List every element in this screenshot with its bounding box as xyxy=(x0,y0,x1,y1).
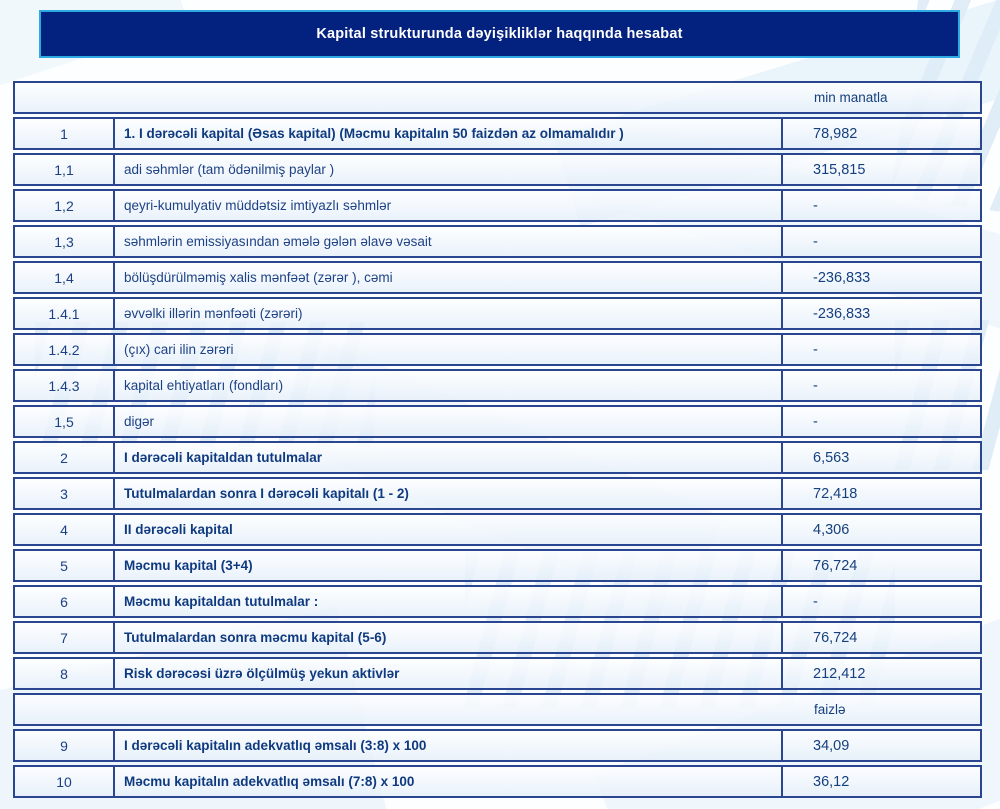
row-description-cell: I dərəcəli kapitaldan tutulmalar xyxy=(115,441,783,474)
row-number-cell: 1.4.1 xyxy=(13,297,115,330)
row-description-cell: kapital ehtiyatları (fondları) xyxy=(115,369,783,402)
table-row: 3 Tutulmalardan sonra I dərəcəli kapital… xyxy=(13,477,982,510)
table-row: 1,5 digər - xyxy=(13,405,982,438)
row-value-cell: - xyxy=(783,369,982,402)
row-number-cell: 1,2 xyxy=(13,189,115,222)
unit-label: faizlə xyxy=(814,701,846,717)
row-description-cell: Tutulmalardan sonra I dərəcəli kapitalı … xyxy=(115,477,783,510)
row-value-cell: - xyxy=(783,189,982,222)
table-row: 5 Məcmu kapital (3+4) 76,724 xyxy=(13,549,982,582)
row-description-cell: I dərəcəli kapitalın adekvatlıq əmsalı (… xyxy=(115,729,783,762)
table-row: 1.4.1 əvvəlki illərin mənfəəti (zərəri) … xyxy=(13,297,982,330)
row-description-cell: Məcmu kapitaldan tutulmalar : xyxy=(115,585,783,618)
row-number-cell: 10 xyxy=(13,765,115,798)
row-description-cell: adi səhmlər (tam ödənilmiş paylar ) xyxy=(115,153,783,186)
table-row: 1,1 adi səhmlər (tam ödənilmiş paylar ) … xyxy=(13,153,982,186)
row-number-cell: 3 xyxy=(13,477,115,510)
row-number-cell: 1.4.2 xyxy=(13,333,115,366)
row-description-cell: Tutulmalardan sonra məcmu kapital (5-6) xyxy=(115,621,783,654)
row-number-cell: 7 xyxy=(13,621,115,654)
row-description-cell: II dərəcəli kapital xyxy=(115,513,783,546)
row-value-cell: - xyxy=(783,405,982,438)
row-value-cell: 34,09 xyxy=(783,729,982,762)
unit-label-cell: min manatla xyxy=(13,81,982,114)
row-number-cell: 8 xyxy=(13,657,115,690)
row-number-cell: 1,5 xyxy=(13,405,115,438)
table-row: 4 II dərəcəli kapital 4,306 xyxy=(13,513,982,546)
table-row: 10 Məcmu kapitalın adekvatlıq əmsalı (7:… xyxy=(13,765,982,798)
row-value-cell: -236,833 xyxy=(783,297,982,330)
row-value-cell: 6,563 xyxy=(783,441,982,474)
table-row: 1,4 bölüşdürülməmiş xalis mənfəət (zərər… xyxy=(13,261,982,294)
table-row: 2 I dərəcəli kapitaldan tutulmalar 6,563 xyxy=(13,441,982,474)
row-description-cell: Risk dərəcəsi üzrə ölçülmüş yekun aktivl… xyxy=(115,657,783,690)
row-number-cell: 9 xyxy=(13,729,115,762)
row-value-cell: 212,412 xyxy=(783,657,982,690)
table-row: 8 Risk dərəcəsi üzrə ölçülmüş yekun akti… xyxy=(13,657,982,690)
table-row: 1,2 qeyri-kumulyativ müddətsiz imtiyazlı… xyxy=(13,189,982,222)
row-description-cell: Məcmu kapitalın adekvatlıq əmsalı (7:8) … xyxy=(115,765,783,798)
report-title-bar: Kapital strukturunda dəyişikliklər haqqı… xyxy=(39,10,960,58)
table-row: 9 I dərəcəli kapitalın adekvatlıq əmsalı… xyxy=(13,729,982,762)
row-value-cell: - xyxy=(783,333,982,366)
row-value-cell: 315,815 xyxy=(783,153,982,186)
row-description-cell: səhmlərin emissiyasından əmələ gələn əla… xyxy=(115,225,783,258)
row-value-cell: 76,724 xyxy=(783,549,982,582)
row-value-cell: 4,306 xyxy=(783,513,982,546)
row-value-cell: 36,12 xyxy=(783,765,982,798)
row-value-cell: - xyxy=(783,225,982,258)
unit-label: min manatla xyxy=(814,89,888,105)
row-description-cell: 1. I dərəcəli kapital (Əsas kapital) (Mə… xyxy=(115,117,783,150)
row-number-cell: 1,3 xyxy=(13,225,115,258)
table-row: 1.4.3 kapital ehtiyatları (fondları) - xyxy=(13,369,982,402)
table-row: 1.4.2 (çıx) cari ilin zərəri - xyxy=(13,333,982,366)
table-row: 1,3 səhmlərin emissiyasından əmələ gələn… xyxy=(13,225,982,258)
row-value-cell: - xyxy=(783,585,982,618)
row-number-cell: 6 xyxy=(13,585,115,618)
row-description-cell: qeyri-kumulyativ müddətsiz imtiyazlı səh… xyxy=(115,189,783,222)
row-description-cell: Məcmu kapital (3+4) xyxy=(115,549,783,582)
row-number-cell: 1 xyxy=(13,117,115,150)
row-number-cell: 4 xyxy=(13,513,115,546)
report-title: Kapital strukturunda dəyişikliklər haqqı… xyxy=(316,26,683,42)
row-description-cell: əvvəlki illərin mənfəəti (zərəri) xyxy=(115,297,783,330)
capital-structure-table: min manatla 1 1. I dərəcəli kapital (Əsa… xyxy=(13,78,982,801)
unit-label-cell: faizlə xyxy=(13,693,982,726)
row-value-cell: 72,418 xyxy=(783,477,982,510)
row-number-cell: 1,4 xyxy=(13,261,115,294)
row-number-cell: 1.4.3 xyxy=(13,369,115,402)
unit-header-row: min manatla xyxy=(13,81,982,114)
row-value-cell: 76,724 xyxy=(783,621,982,654)
row-value-cell: 78,982 xyxy=(783,117,982,150)
row-description-cell: digər xyxy=(115,405,783,438)
unit-header-row: faizlə xyxy=(13,693,982,726)
row-number-cell: 1,1 xyxy=(13,153,115,186)
row-number-cell: 2 xyxy=(13,441,115,474)
table-row: 6 Məcmu kapitaldan tutulmalar : - xyxy=(13,585,982,618)
row-value-cell: -236,833 xyxy=(783,261,982,294)
row-number-cell: 5 xyxy=(13,549,115,582)
row-description-cell: (çıx) cari ilin zərəri xyxy=(115,333,783,366)
table-row: 7 Tutulmalardan sonra məcmu kapital (5-6… xyxy=(13,621,982,654)
row-description-cell: bölüşdürülməmiş xalis mənfəət (zərər ), … xyxy=(115,261,783,294)
table-row: 1 1. I dərəcəli kapital (Əsas kapital) (… xyxy=(13,117,982,150)
